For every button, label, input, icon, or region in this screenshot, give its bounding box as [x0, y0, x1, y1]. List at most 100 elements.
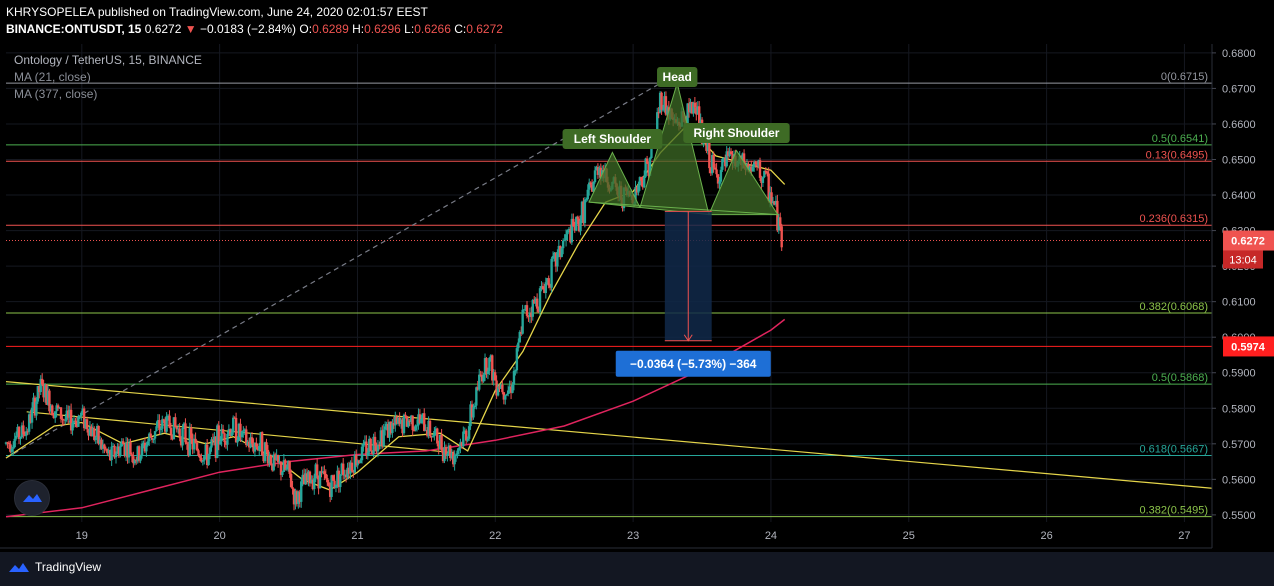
candle-body: [399, 419, 403, 424]
candle-body: [349, 462, 352, 474]
candle-body: [483, 358, 487, 375]
candle-body: [648, 157, 652, 176]
candle-body: [747, 163, 750, 170]
candle-body: [36, 386, 40, 402]
candle-body: [415, 425, 419, 427]
candle-body: [362, 443, 365, 447]
candle-body: [463, 430, 466, 432]
candle-body: [754, 162, 757, 165]
candle-body: [460, 442, 464, 447]
candle-body: [658, 92, 662, 113]
candle-body: [68, 409, 71, 418]
right-shoulder-shape: [708, 149, 779, 216]
candle-body: [567, 228, 571, 231]
candle-body: [726, 151, 730, 157]
candle-body: [557, 245, 561, 253]
candle-body: [177, 428, 180, 430]
candle-body: [97, 425, 100, 444]
y-tick-label: 0.6500: [1222, 155, 1256, 167]
candle-body: [14, 435, 18, 439]
candle-body: [203, 456, 206, 461]
candle-body: [588, 182, 591, 190]
neckline: [588, 201, 778, 216]
candle-body: [182, 423, 186, 428]
candle-body: [433, 430, 436, 437]
candle-body: [133, 459, 137, 464]
candle-body: [437, 443, 440, 450]
candle-body: [656, 112, 659, 135]
fib-label: 0.382(0.5495): [1140, 505, 1209, 517]
candle-body: [110, 446, 113, 461]
candle-body: [337, 470, 341, 488]
candle-body: [447, 445, 451, 454]
candle-body: [279, 461, 283, 475]
y-axis-bg: [1212, 44, 1274, 526]
candle-body: [564, 234, 568, 241]
candle-body: [232, 417, 235, 433]
candle-body: [586, 189, 589, 200]
candle-body: [553, 252, 556, 256]
candle-body: [521, 309, 524, 334]
candle-body: [346, 467, 349, 478]
candle-body: [302, 474, 306, 485]
candle-body: [596, 167, 600, 175]
candle-body: [111, 445, 115, 447]
candle-body: [135, 459, 138, 462]
candle-body: [488, 357, 491, 372]
candle-body: [255, 442, 258, 447]
candle-body: [19, 437, 22, 439]
candle-body: [172, 417, 176, 440]
candle-body: [7, 442, 11, 445]
candle-body: [771, 201, 775, 204]
candle-body: [153, 431, 157, 439]
candle-body: [308, 471, 312, 484]
candle-body: [146, 441, 150, 446]
candle-body: [599, 167, 602, 179]
candles: [4, 91, 783, 511]
candle-body: [249, 437, 252, 448]
candle-body: [253, 442, 257, 452]
candle-body: [20, 425, 24, 438]
candle-body: [495, 380, 498, 396]
candle-body: [527, 315, 530, 317]
candle-body: [589, 182, 592, 185]
candle-body: [269, 455, 273, 464]
candle-body: [252, 443, 255, 452]
candle-body: [517, 342, 520, 349]
candle-body: [355, 454, 358, 466]
candle-body: [259, 432, 262, 446]
candle-body: [407, 420, 410, 427]
candle-body: [505, 393, 508, 396]
candle-body: [381, 430, 384, 447]
candle-body: [663, 96, 666, 110]
legend-ma-fast[interactable]: MA (21, close): [14, 70, 91, 84]
candle-body: [136, 446, 139, 462]
candle-body: [285, 467, 288, 470]
candle-body: [482, 374, 485, 382]
candle-body: [282, 460, 286, 472]
legend-ma-slow[interactable]: MA (377, close): [14, 87, 98, 101]
candle-body: [181, 427, 184, 446]
candle-body: [508, 386, 511, 391]
candle-body: [370, 450, 374, 454]
y-tick-label: 0.5500: [1222, 510, 1256, 522]
candle-body: [506, 390, 510, 394]
candle-body: [470, 404, 474, 418]
candle-body: [644, 158, 647, 177]
candle-body: [708, 141, 711, 169]
tradingview-logo[interactable]: TradingView: [8, 560, 101, 574]
candle-body: [326, 478, 329, 483]
y-tick-label: 0.6800: [1222, 48, 1256, 60]
head-and-shoulders-pattern: Head Left Shoulder Right Shoulder: [562, 67, 790, 216]
candle-body: [777, 217, 781, 231]
candle-body: [341, 463, 345, 475]
candle-body: [451, 452, 455, 465]
candle-body: [320, 471, 323, 473]
candle-body: [365, 441, 368, 456]
candle-body: [298, 491, 301, 502]
candle-body: [763, 170, 766, 178]
legend-title[interactable]: Ontology / TetherUS, 15, BINANCE: [14, 53, 202, 67]
candle-body: [43, 384, 47, 398]
tradingview-badge-icon[interactable]: [14, 480, 50, 516]
